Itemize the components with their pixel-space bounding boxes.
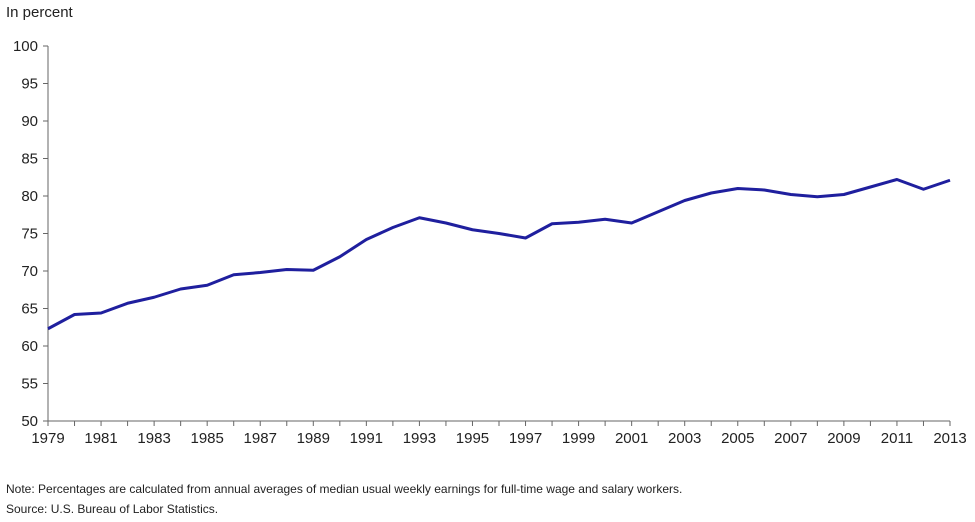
x-tick-label: 2005 <box>721 430 754 447</box>
y-tick-label: 60 <box>21 338 38 355</box>
x-tick-label: 1987 <box>244 430 277 447</box>
y-tick-label: 70 <box>21 263 38 280</box>
y-tick-label: 85 <box>21 151 38 168</box>
x-tick-label: 2009 <box>827 430 860 447</box>
note-text: Note: Percentages are calculated from an… <box>6 482 683 496</box>
x-tick-label: 1997 <box>509 430 542 447</box>
x-tick-label: 1985 <box>190 430 223 447</box>
source-text: Source: U.S. Bureau of Labor Statistics. <box>6 502 219 516</box>
x-tick-label: 1979 <box>31 430 64 447</box>
x-tick-label: 1983 <box>137 430 170 447</box>
y-tick-label: 65 <box>21 301 38 318</box>
x-tick-label: 1981 <box>84 430 117 447</box>
y-tick-label: 55 <box>21 376 38 393</box>
x-tick-label: 2013 <box>933 430 966 447</box>
x-tick-label: 1999 <box>562 430 595 447</box>
y-axis-label: In percent <box>6 4 74 21</box>
x-tick-label: 1989 <box>297 430 330 447</box>
y-tick-label: 100 <box>13 38 38 55</box>
y-tick-label: 90 <box>21 113 38 130</box>
y-tick-label: 95 <box>21 76 38 93</box>
x-tick-label: 2003 <box>668 430 701 447</box>
x-tick-label: 2007 <box>774 430 807 447</box>
x-tick-label: 2001 <box>615 430 648 447</box>
x-tick-label: 1995 <box>456 430 489 447</box>
y-tick-label: 80 <box>21 188 38 205</box>
y-tick-label: 75 <box>21 226 38 243</box>
x-tick-label: 2011 <box>881 430 913 447</box>
x-tick-label: 1993 <box>403 430 436 447</box>
series-line <box>47 178 951 331</box>
x-tick-label: 1991 <box>350 430 383 447</box>
y-tick-label: 50 <box>21 413 38 430</box>
